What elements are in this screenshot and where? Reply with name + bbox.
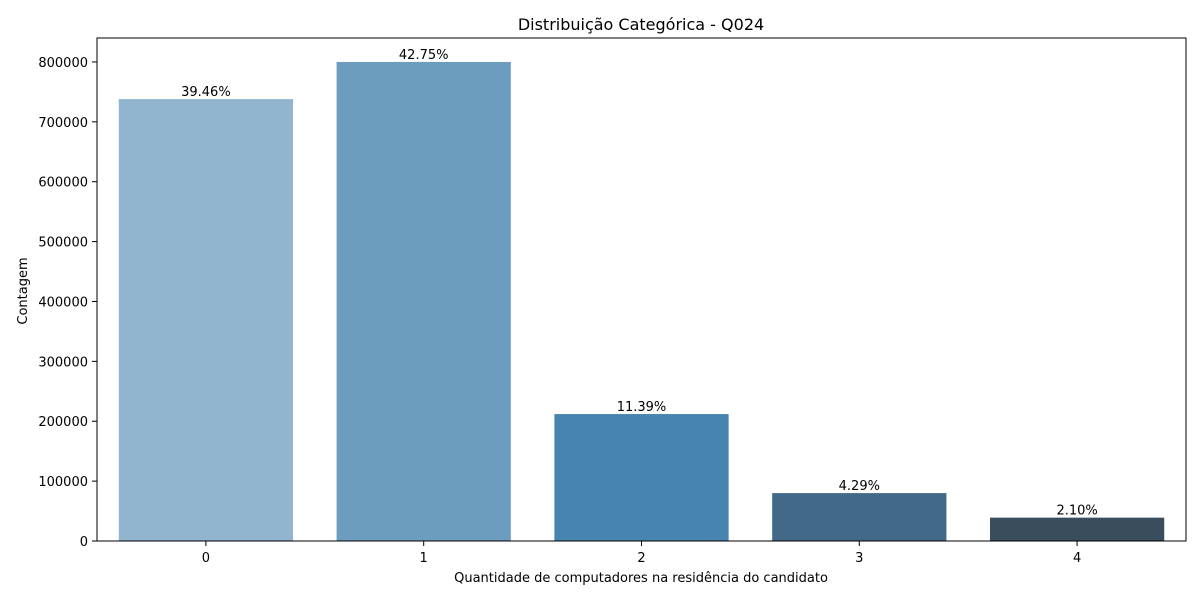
y-tick-label: 600000	[38, 176, 88, 191]
bar-1	[336, 61, 511, 541]
y-tick-label: 700000	[38, 116, 88, 131]
bar-labels-group: 39.46% 42.75% 11.39% 4.29% 2.10%	[181, 48, 1098, 519]
y-axis-label: Contagem	[16, 257, 31, 324]
y-tick-label: 800000	[38, 56, 88, 71]
bar-data-label: 4.29%	[839, 479, 880, 494]
bar-data-label: 11.39%	[617, 400, 667, 415]
bar-0	[118, 99, 294, 541]
y-tick-label: 400000	[38, 295, 88, 310]
chart-title: Distribuição Categórica - Q024	[518, 15, 764, 34]
y-tick-label: 500000	[38, 236, 88, 251]
bar-data-label: 39.46%	[181, 85, 231, 100]
y-axis: 0 100000 200000 300000 400000 500000 600000 700…	[38, 56, 97, 550]
x-tick-label: 3	[855, 551, 863, 566]
bar-3	[772, 493, 947, 541]
x-tick-label: 1	[420, 551, 428, 566]
plot-frame	[96, 37, 1187, 542]
x-tick-label: 4	[1073, 551, 1081, 566]
x-tick-label: 2	[637, 551, 645, 566]
y-tick-label: 100000	[38, 475, 88, 490]
x-tick-label: 0	[202, 551, 210, 566]
y-tick-label: 200000	[38, 415, 88, 430]
x-axis: 0 1 2 3 4	[202, 541, 1081, 566]
bar-data-label: 42.75%	[399, 48, 449, 63]
x-axis-label: Quantidade de computadores na residência…	[454, 571, 828, 586]
bar-data-label: 2.10%	[1056, 504, 1097, 519]
bar-4	[989, 517, 1165, 541]
y-tick-label: 0	[80, 535, 88, 550]
bars-group	[118, 61, 1165, 541]
bar-2	[554, 414, 729, 541]
y-tick-label: 300000	[38, 355, 88, 370]
